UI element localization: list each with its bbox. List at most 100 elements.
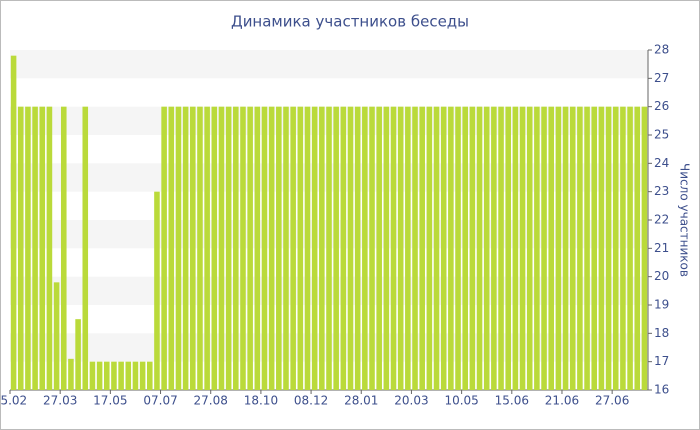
- bar: [211, 106, 218, 391]
- bar: [132, 361, 139, 390]
- bar: [225, 106, 232, 391]
- x-tick-label: 20.03: [394, 394, 428, 408]
- y-tick-label: 27: [654, 71, 669, 85]
- bar: [469, 106, 476, 391]
- x-tick-label: 08.12: [294, 394, 328, 408]
- bar: [247, 106, 253, 391]
- bar: [46, 106, 53, 391]
- bar: [440, 106, 447, 391]
- y-tick-label: 22: [654, 213, 669, 227]
- bar: [96, 361, 103, 390]
- bar: [534, 106, 540, 391]
- bar: [17, 106, 24, 391]
- x-tick-label: 05.02: [0, 394, 27, 408]
- x-tick-label: 18.10: [244, 394, 278, 408]
- bar: [505, 106, 511, 391]
- bar: [32, 106, 38, 391]
- bar: [168, 106, 175, 391]
- bar: [347, 106, 354, 391]
- bar: [627, 106, 633, 391]
- bar: [483, 106, 490, 391]
- bar: [319, 106, 325, 391]
- bar: [89, 361, 96, 390]
- bar: [297, 106, 304, 391]
- bar: [304, 106, 311, 391]
- bar: [340, 106, 347, 391]
- bar: [39, 106, 46, 391]
- y-tick-label: 25: [654, 128, 669, 142]
- x-tick-label: 27.06: [595, 394, 629, 408]
- bar: [68, 358, 74, 390]
- bar: [569, 106, 576, 391]
- bar: [53, 282, 60, 390]
- bar: [362, 106, 368, 391]
- bar: [491, 106, 497, 391]
- bar: [369, 106, 375, 391]
- bar: [526, 106, 533, 391]
- bar: [598, 106, 605, 391]
- y-tick-label: 28: [654, 43, 669, 57]
- bar: [512, 106, 519, 391]
- bar: [405, 106, 411, 391]
- bar: [390, 106, 397, 391]
- bar: [433, 106, 440, 391]
- y-tick-label: 26: [654, 99, 669, 113]
- bar: [555, 106, 562, 391]
- y-tick-label: 16: [654, 383, 669, 397]
- bar: [541, 106, 547, 391]
- bar: [161, 106, 167, 391]
- bar: [283, 106, 289, 391]
- bar: [397, 106, 404, 391]
- x-tick-label: 15.06: [495, 394, 529, 408]
- y-tick-label: 19: [654, 298, 669, 312]
- bar: [462, 106, 468, 391]
- bar: [75, 319, 81, 390]
- bar: [190, 106, 196, 391]
- x-tick-label: 07.07: [143, 394, 177, 408]
- bar: [498, 106, 504, 391]
- bar: [147, 361, 153, 390]
- bar: [591, 106, 598, 391]
- bar: [455, 106, 461, 391]
- bar: [584, 106, 590, 391]
- chart-title: Динамика участников беседы: [231, 13, 469, 31]
- bar: [448, 106, 454, 391]
- bar: [519, 106, 526, 391]
- bar: [383, 106, 390, 391]
- x-tick-label: 21.06: [545, 394, 579, 408]
- bar: [562, 106, 569, 391]
- bar: [139, 361, 146, 390]
- bar: [620, 106, 626, 391]
- y-tick-label: 17: [654, 354, 669, 368]
- bar: [333, 106, 339, 391]
- bar: [233, 106, 239, 391]
- bar: [376, 106, 382, 391]
- bar: [290, 106, 296, 391]
- bar: [261, 106, 268, 391]
- x-tick-label: 27.08: [194, 394, 228, 408]
- bar: [118, 361, 124, 390]
- bar: [154, 191, 160, 390]
- bar: [641, 106, 648, 391]
- bar: [25, 106, 31, 391]
- bar: [476, 106, 483, 391]
- grid-band: [10, 50, 648, 79]
- bar: [412, 106, 418, 391]
- y-tick-label: 24: [654, 156, 669, 170]
- bar: [354, 106, 361, 391]
- x-tick-label: 10.05: [444, 394, 478, 408]
- bar: [82, 106, 89, 391]
- bar: [175, 106, 182, 391]
- bar: [634, 106, 641, 391]
- bar: [268, 106, 275, 391]
- bar: [204, 106, 210, 391]
- bar: [276, 106, 282, 391]
- bar: [182, 106, 189, 391]
- bar: [311, 106, 318, 391]
- bar: [254, 106, 261, 391]
- bar: [10, 55, 17, 391]
- bar: [197, 106, 203, 391]
- bar: [240, 106, 246, 391]
- bar: [103, 361, 110, 390]
